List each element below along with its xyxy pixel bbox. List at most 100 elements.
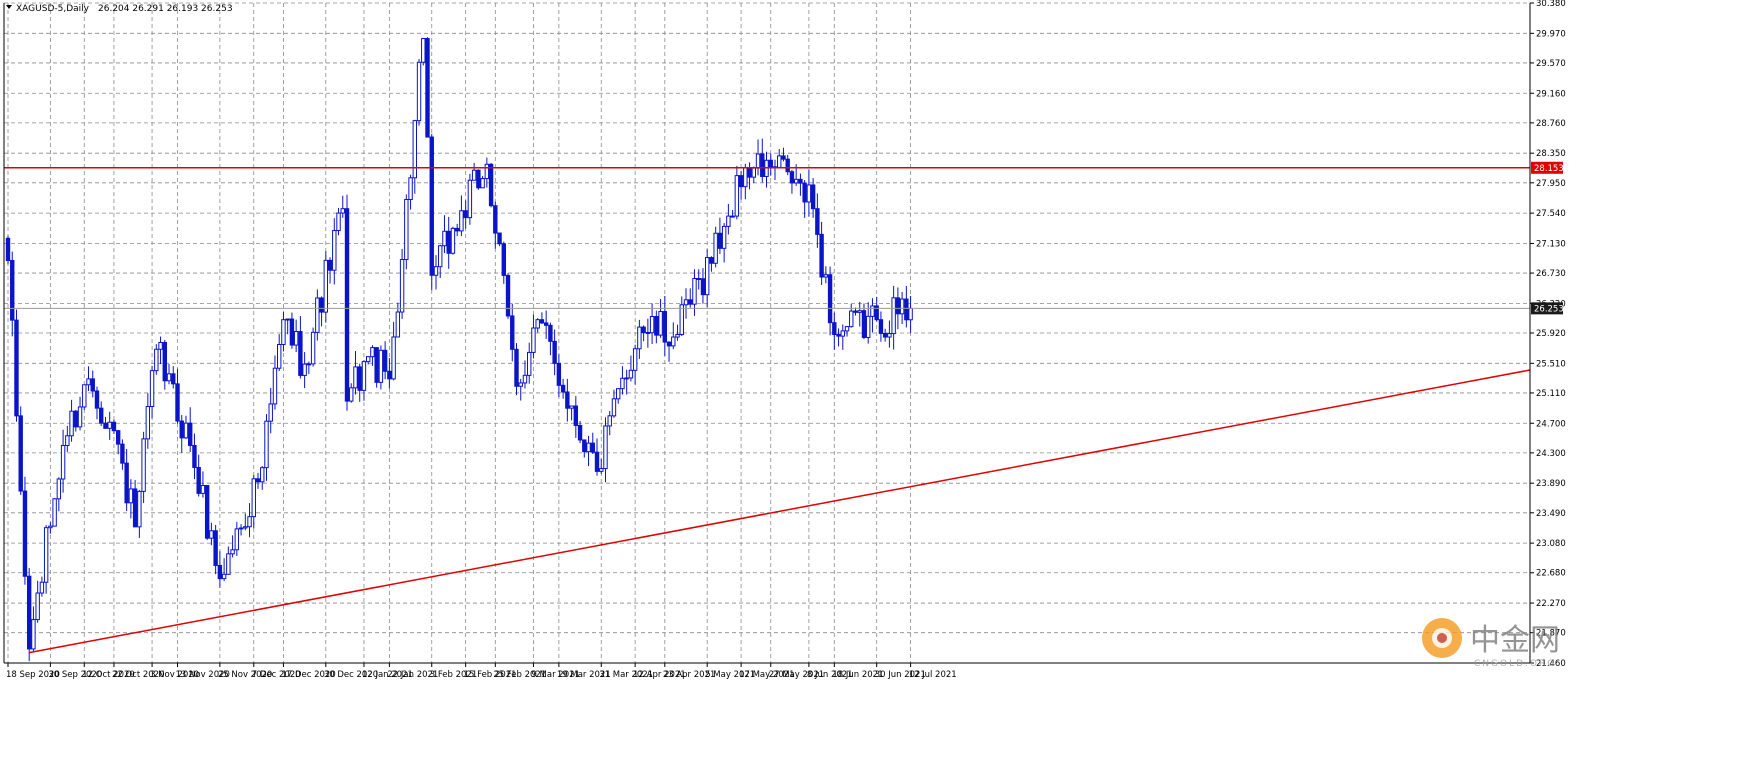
candle: [77, 396, 83, 431]
candle: [726, 203, 731, 235]
menu-triangle-icon[interactable]: [6, 5, 12, 9]
x-tick-label: 18 Jun 2021: [832, 670, 883, 680]
candle: [679, 296, 684, 337]
candle: [404, 194, 409, 270]
chart-header: XAGUSD-5,Daily 26.204 26.291 26.193 26.2…: [6, 4, 233, 14]
candle: [154, 344, 159, 375]
x-tick-label: 31 Mar 2021: [599, 670, 653, 680]
candle: [10, 251, 15, 337]
candle: [649, 303, 655, 345]
candle: [209, 522, 214, 546]
candle: [416, 59, 422, 126]
candle: [128, 479, 134, 519]
candle: [616, 387, 621, 404]
candle: [145, 393, 151, 449]
candle: [505, 273, 511, 319]
price-label-box: [1531, 302, 1563, 315]
candle: [425, 37, 430, 138]
candle: [709, 256, 714, 272]
candle: [569, 405, 574, 421]
candle: [815, 193, 820, 248]
candle: [272, 355, 278, 410]
candle: [315, 289, 320, 341]
candle: [26, 567, 32, 662]
candle: [552, 329, 557, 376]
candle: [302, 352, 307, 389]
candle: [904, 285, 909, 328]
candle: [683, 288, 689, 319]
candle: [234, 521, 240, 556]
x-tick-label: 30 Sep 2020: [48, 670, 102, 680]
candle: [704, 249, 710, 308]
candle: [60, 429, 66, 493]
x-tick-label: 22 Jan 2021: [387, 670, 438, 680]
candle: [332, 218, 337, 285]
x-tick-label: 19 Mar 2021: [557, 670, 611, 680]
candle: [281, 311, 286, 352]
y-tick-label: 23.080: [1536, 539, 1566, 549]
candle: [293, 319, 299, 353]
candle: [882, 328, 888, 342]
x-tick-label: 12 Jul 2021: [909, 670, 957, 680]
x-tick-label: 25 Feb 2021: [493, 670, 546, 680]
price-axis[interactable]: 30.380 29.970 29.570 29.160 28.760 28.350 27.9…: [3, 0, 1566, 669]
candle: [370, 345, 375, 366]
candle: [264, 414, 269, 481]
candle: [251, 475, 256, 529]
y-tick-label: 29.160: [1536, 89, 1566, 99]
candle: [382, 341, 388, 380]
candle: [832, 312, 837, 350]
candle: [336, 207, 341, 236]
drawn-lines: [4, 167, 1531, 654]
y-tick-label: 25.510: [1536, 359, 1566, 369]
candle: [717, 217, 723, 254]
y-tick-label: 27.950: [1536, 179, 1566, 189]
candle: [175, 368, 180, 424]
candle: [353, 351, 358, 395]
candle: [768, 153, 773, 176]
candle: [99, 401, 104, 427]
candle: [137, 489, 142, 538]
candle: [310, 327, 316, 367]
x-tick-label: 25 Nov 2020: [218, 670, 272, 680]
candle: [298, 316, 303, 379]
candle: [86, 366, 91, 391]
candle: [255, 472, 261, 489]
candle: [5, 235, 11, 265]
candle: [535, 318, 540, 333]
y-tick-label: 26.730: [1536, 269, 1566, 279]
x-tick-label: 27 May 2021: [769, 670, 824, 680]
x-tick-label: 23 Apr 2021: [663, 670, 716, 680]
candle: [221, 558, 227, 582]
candle: [870, 298, 875, 333]
x-tick-label: 15 Feb 2021: [464, 670, 517, 680]
candle: [603, 417, 608, 483]
candle: [433, 255, 439, 290]
candle: [802, 180, 807, 218]
candle: [645, 318, 651, 348]
x-tick-label: 30 Jun 2021: [875, 670, 926, 680]
watermark-site: CNGOLD.ORG: [1474, 659, 1556, 669]
candle: [573, 396, 579, 438]
ohlc-readout: 26.204 26.291 26.193 26.253: [98, 4, 233, 14]
candle: [810, 178, 816, 218]
candle: [666, 341, 672, 362]
candle: [624, 369, 629, 395]
candle: [476, 169, 481, 190]
candle: [688, 288, 693, 308]
candle: [738, 170, 744, 200]
x-tick-label: 12 Apr 2021: [633, 670, 686, 680]
candle: [82, 384, 87, 410]
candle: [260, 466, 265, 490]
y-tick-label: 29.570: [1536, 59, 1566, 69]
candle: [806, 169, 812, 217]
candle: [31, 606, 36, 652]
candle: [628, 355, 634, 382]
candle: [69, 399, 74, 442]
candle: [162, 339, 167, 390]
symbol-title: XAGUSD-5,Daily: [16, 4, 90, 14]
candle: [480, 176, 485, 189]
